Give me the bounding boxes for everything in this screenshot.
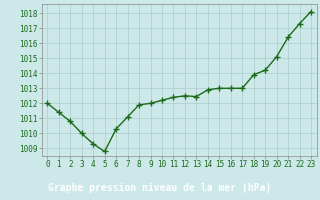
Text: Graphe pression niveau de la mer (hPa): Graphe pression niveau de la mer (hPa) [48,183,272,193]
